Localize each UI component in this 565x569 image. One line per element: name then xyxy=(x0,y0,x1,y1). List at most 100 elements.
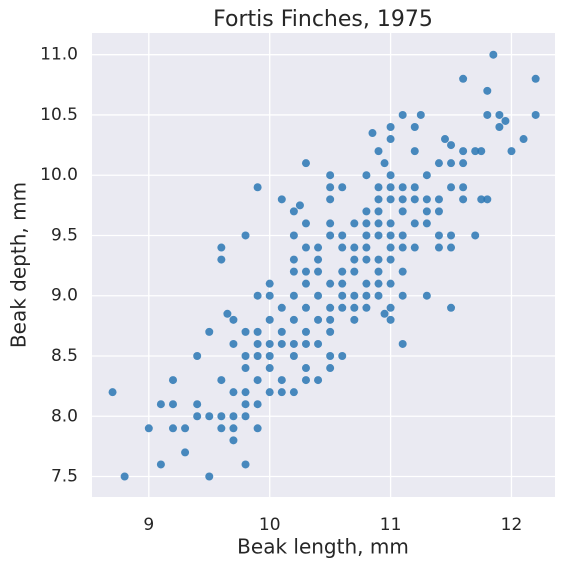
point xyxy=(241,351,250,360)
point xyxy=(253,424,262,433)
point xyxy=(362,291,371,300)
point xyxy=(422,195,431,204)
point xyxy=(447,231,456,240)
point xyxy=(434,243,443,252)
point xyxy=(217,376,226,385)
point xyxy=(289,207,298,216)
y-tick-label: 9.5 xyxy=(51,225,78,245)
point xyxy=(314,255,323,264)
point xyxy=(223,309,232,318)
point xyxy=(193,400,202,409)
point xyxy=(374,147,383,156)
point xyxy=(447,243,456,252)
point xyxy=(398,339,407,348)
point xyxy=(410,147,419,156)
point xyxy=(434,195,443,204)
point xyxy=(362,243,371,252)
point xyxy=(362,219,371,228)
point xyxy=(374,231,383,240)
point xyxy=(531,110,540,119)
point xyxy=(483,86,492,95)
point xyxy=(459,147,468,156)
point xyxy=(301,159,310,168)
point xyxy=(350,267,359,276)
point xyxy=(459,159,468,168)
point xyxy=(440,135,449,144)
point xyxy=(386,123,395,132)
point xyxy=(374,267,383,276)
point xyxy=(495,110,504,119)
point xyxy=(265,364,274,373)
point xyxy=(380,309,389,318)
point xyxy=(277,388,286,397)
point xyxy=(422,219,431,228)
point xyxy=(386,171,395,180)
point xyxy=(168,400,177,409)
point xyxy=(289,291,298,300)
point xyxy=(295,201,304,210)
point xyxy=(301,364,310,373)
point xyxy=(410,195,419,204)
point xyxy=(144,424,153,433)
point xyxy=(277,303,286,312)
point xyxy=(362,279,371,288)
point xyxy=(350,255,359,264)
point xyxy=(314,315,323,324)
point xyxy=(398,195,407,204)
x-tick-label: 9 xyxy=(143,515,154,535)
point xyxy=(326,315,335,324)
y-tick-label: 10.0 xyxy=(40,165,78,185)
point xyxy=(386,315,395,324)
point xyxy=(277,376,286,385)
x-axis-label: Beak length, mm xyxy=(237,535,409,559)
point xyxy=(386,279,395,288)
point xyxy=(338,231,347,240)
point xyxy=(362,171,371,180)
point xyxy=(289,339,298,348)
point xyxy=(326,364,335,373)
point xyxy=(477,147,486,156)
point xyxy=(265,279,274,288)
point xyxy=(338,267,347,276)
point xyxy=(338,351,347,360)
point xyxy=(350,315,359,324)
point xyxy=(229,436,238,445)
point xyxy=(314,291,323,300)
point xyxy=(374,183,383,192)
point xyxy=(483,195,492,204)
point xyxy=(495,123,504,132)
point xyxy=(289,267,298,276)
y-tick-label: 9.0 xyxy=(51,286,78,306)
point xyxy=(410,219,419,228)
point xyxy=(205,472,214,481)
point xyxy=(374,279,383,288)
point xyxy=(229,424,238,433)
point xyxy=(265,388,274,397)
point xyxy=(314,267,323,276)
point xyxy=(229,339,238,348)
point xyxy=(241,231,250,240)
point xyxy=(181,424,190,433)
point xyxy=(253,327,262,336)
point xyxy=(459,74,468,83)
point xyxy=(326,303,335,312)
point xyxy=(398,183,407,192)
point xyxy=(314,339,323,348)
plot-area xyxy=(92,33,555,497)
point xyxy=(386,195,395,204)
point xyxy=(459,195,468,204)
y-tick-label: 10.5 xyxy=(40,105,78,125)
point xyxy=(489,50,498,59)
point xyxy=(368,129,377,138)
point xyxy=(338,243,347,252)
point xyxy=(253,291,262,300)
point xyxy=(265,351,274,360)
point xyxy=(217,243,226,252)
point xyxy=(471,147,480,156)
point xyxy=(422,291,431,300)
point xyxy=(168,424,177,433)
y-axis-label: Beak depth, mm xyxy=(7,182,31,348)
point xyxy=(301,219,310,228)
point xyxy=(168,376,177,385)
point xyxy=(108,388,117,397)
